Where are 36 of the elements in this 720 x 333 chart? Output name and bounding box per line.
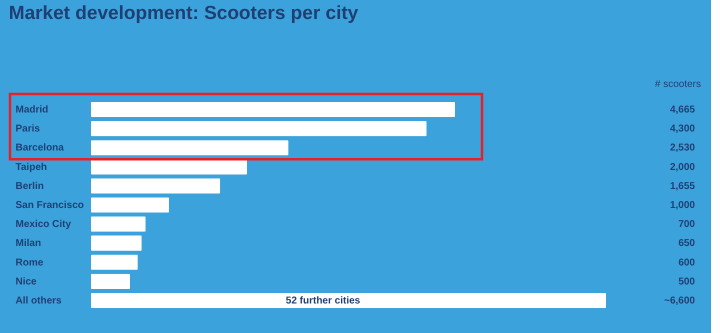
- bar: [91, 102, 456, 118]
- bar: [91, 216, 146, 232]
- data-label: 1,000: [670, 200, 696, 211]
- x-axis-title: # scooters: [654, 79, 701, 90]
- y-tick-label: Taipeh: [16, 162, 47, 173]
- y-tick-label: Paris: [16, 124, 40, 135]
- bar: [91, 274, 130, 289]
- data-label: 650: [678, 238, 696, 250]
- bar: [91, 159, 248, 174]
- data-label: 700: [678, 219, 696, 230]
- data-label: ~6,600: [664, 295, 696, 306]
- y-tick-label: Barcelona: [16, 142, 64, 154]
- y-tick-label: Rome: [16, 257, 44, 268]
- bar: [91, 197, 170, 213]
- data-label: 1,655: [670, 180, 696, 192]
- bar: [91, 236, 142, 251]
- bar: [91, 254, 138, 270]
- chart-title: Market development: Scooters per city: [8, 3, 359, 24]
- y-tick-label: Milan: [16, 238, 42, 250]
- annotation: 52 further cities: [286, 295, 361, 306]
- y-tick-label: Mexico City: [16, 219, 72, 230]
- data-label: 4,665: [670, 104, 696, 116]
- data-label: 600: [678, 257, 696, 268]
- data-label: 4,300: [670, 124, 696, 135]
- bar: [91, 121, 427, 136]
- y-tick-label: Madrid: [16, 104, 48, 116]
- data-label: 500: [678, 276, 696, 288]
- y-tick-label: San Francisco: [16, 200, 84, 211]
- data-label: 2,530: [670, 142, 696, 154]
- y-tick-label: Nice: [16, 276, 38, 288]
- data-label: 2,000: [670, 162, 696, 173]
- y-tick-label: Berlin: [16, 180, 44, 192]
- bar: [91, 292, 606, 308]
- bar: [91, 178, 220, 194]
- bar: [91, 140, 288, 156]
- y-tick-label: All others: [16, 295, 62, 306]
